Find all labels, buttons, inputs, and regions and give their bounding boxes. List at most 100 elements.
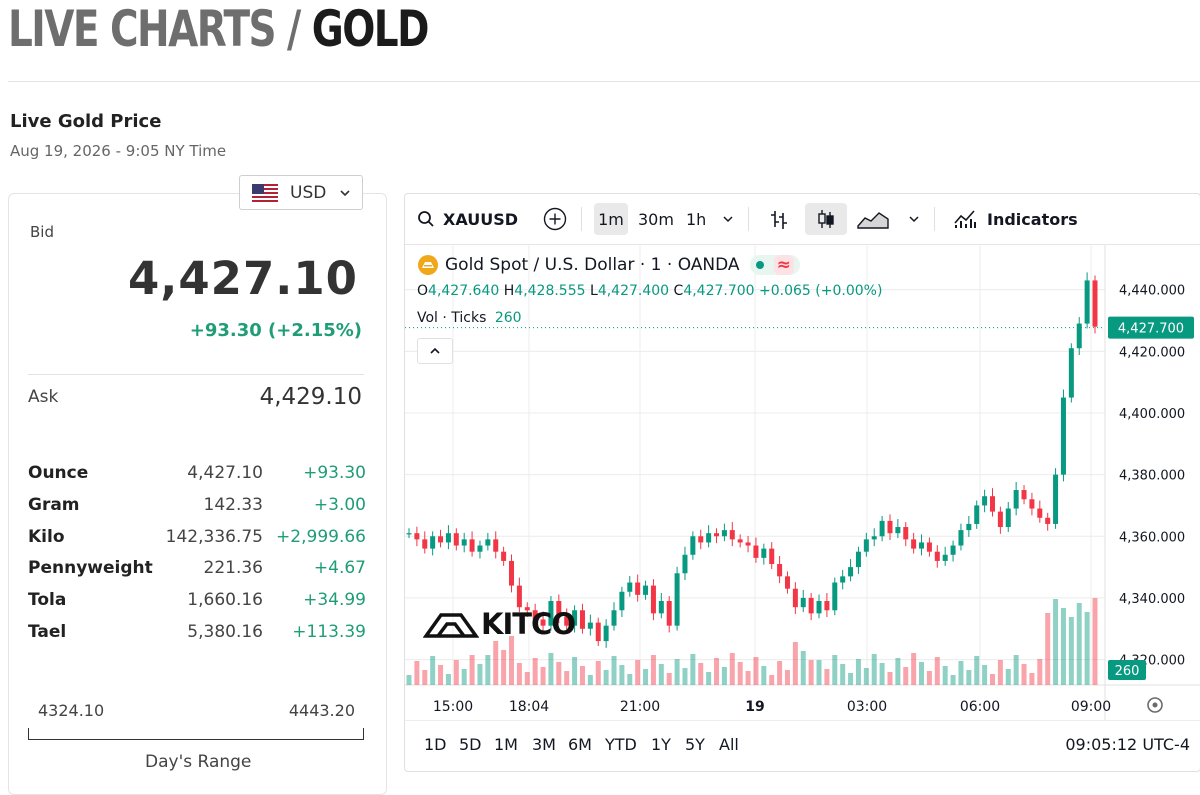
candle: [721, 530, 727, 537]
candles-chart-type-button[interactable]: [805, 203, 847, 235]
volume-bar: [445, 674, 451, 685]
candle: [1045, 517, 1051, 524]
interval-1h[interactable]: 1h: [686, 209, 707, 229]
candle: [674, 573, 680, 626]
open-label: O: [417, 283, 429, 299]
chart-type-dropdown[interactable]: [907, 203, 921, 235]
compare-button[interactable]: [543, 203, 567, 235]
range-5y[interactable]: 5Y: [685, 735, 705, 754]
range-1m[interactable]: 1M: [494, 735, 518, 754]
table-row: Tola 1,660.16 +34.99: [28, 590, 368, 622]
volume-bar: [784, 670, 790, 685]
breadcrumb-live-charts[interactable]: LIVE CHARTS /: [8, 0, 312, 58]
interval-1m[interactable]: 1m: [594, 203, 628, 235]
candle: [942, 554, 948, 561]
area-chart-type-button[interactable]: [857, 203, 889, 235]
range-3m[interactable]: 3M: [532, 735, 556, 754]
volume-bar: [855, 659, 861, 685]
chevron-down-icon: [340, 189, 350, 196]
toolbar-divider: [748, 207, 749, 231]
candle: [997, 511, 1003, 528]
volume-bar: [548, 653, 554, 685]
currency-select[interactable]: USD: [239, 175, 363, 210]
y-tick-label: 4,420.000: [1119, 345, 1185, 360]
volume-bar: [808, 660, 814, 685]
volume-label: Vol · Ticks: [417, 310, 487, 326]
candle: [887, 520, 893, 534]
candle: [800, 597, 806, 608]
volume-bar: [509, 636, 515, 685]
candle: [879, 520, 885, 537]
volume-bar: [1013, 655, 1019, 685]
candle: [840, 576, 846, 583]
volume-bar: [540, 667, 546, 685]
chart-widget: XAUUSD 1m 30m 1h Indicators: [404, 193, 1200, 772]
volume-bar: [650, 655, 656, 685]
volume-bar: [840, 664, 846, 685]
volume-bar: [1021, 664, 1027, 685]
indicators-button[interactable]: Indicators: [953, 203, 1078, 235]
x-tick-label: 09:00: [1071, 699, 1111, 715]
candle: [808, 597, 814, 614]
unit-change: +2,999.66: [276, 526, 366, 547]
candle: [769, 548, 775, 565]
y-tick-label: 4,340.000: [1119, 592, 1185, 607]
range-ytd[interactable]: YTD: [605, 735, 637, 754]
bid-value: 4,427.10: [127, 252, 358, 305]
candle: [572, 610, 578, 626]
candle: [430, 536, 436, 549]
volume-bar: [926, 671, 932, 685]
candle: [919, 542, 925, 549]
volume-bar: [461, 669, 467, 685]
candle: [926, 542, 932, 552]
volume-bar: [950, 675, 956, 685]
volume-bar: [595, 661, 601, 685]
range-1y[interactable]: 1Y: [651, 735, 671, 754]
volume-bar: [919, 662, 925, 685]
chart-clock: 09:05:12 UTC-4: [1065, 735, 1190, 754]
candle: [414, 533, 420, 540]
volume-bar: [1068, 617, 1074, 685]
low-value: 4,427.400: [597, 283, 670, 299]
kitco-logo-icon: [423, 613, 479, 638]
price-chart[interactable]: 4,440.000 4,420.000 4,400.000 4,380.000 4,36…: [405, 245, 1200, 720]
range-1d[interactable]: 1D: [424, 735, 447, 754]
candle: [516, 585, 522, 608]
candle: [855, 551, 861, 568]
volume-bar: [485, 655, 491, 685]
candle: [832, 582, 838, 611]
volume-bar: [879, 663, 885, 685]
volume-bar: [477, 664, 483, 685]
candle: [761, 548, 767, 558]
volume-bar: [966, 670, 972, 685]
interval-30m[interactable]: 30m: [638, 209, 674, 229]
range-5d[interactable]: 5D: [459, 735, 482, 754]
unit-price: 1,660.16: [187, 590, 263, 611]
range-all[interactable]: All: [719, 735, 739, 754]
unit-name: Kilo: [28, 526, 65, 547]
volume-bar: [761, 666, 767, 685]
volume-bar: [627, 674, 633, 685]
range-6m[interactable]: 6M: [568, 735, 592, 754]
volume-bar: [635, 660, 641, 685]
volume-bar: [564, 671, 570, 685]
candle: [658, 601, 664, 614]
collapse-legend-button[interactable]: [417, 338, 453, 364]
volume-bar: [1005, 669, 1011, 685]
symbol-label: XAUUSD: [443, 209, 519, 229]
candle: [650, 585, 656, 614]
ask-value: 4,429.10: [259, 384, 362, 410]
volume-badge-label: 260: [1115, 664, 1140, 679]
indicators-icon: [954, 210, 976, 228]
candle: [1053, 474, 1059, 524]
currency-label: USD: [290, 182, 327, 203]
candle: [753, 545, 759, 558]
bar-chart-type-button[interactable]: [768, 203, 790, 235]
interval-dropdown[interactable]: [721, 203, 735, 235]
unit-change: +113.39: [292, 621, 366, 642]
candle: [690, 536, 696, 555]
symbol-search[interactable]: XAUUSD: [417, 203, 518, 235]
chevron-down-icon: [909, 216, 919, 223]
volume-value: 260: [494, 310, 522, 326]
candle: [903, 527, 909, 540]
